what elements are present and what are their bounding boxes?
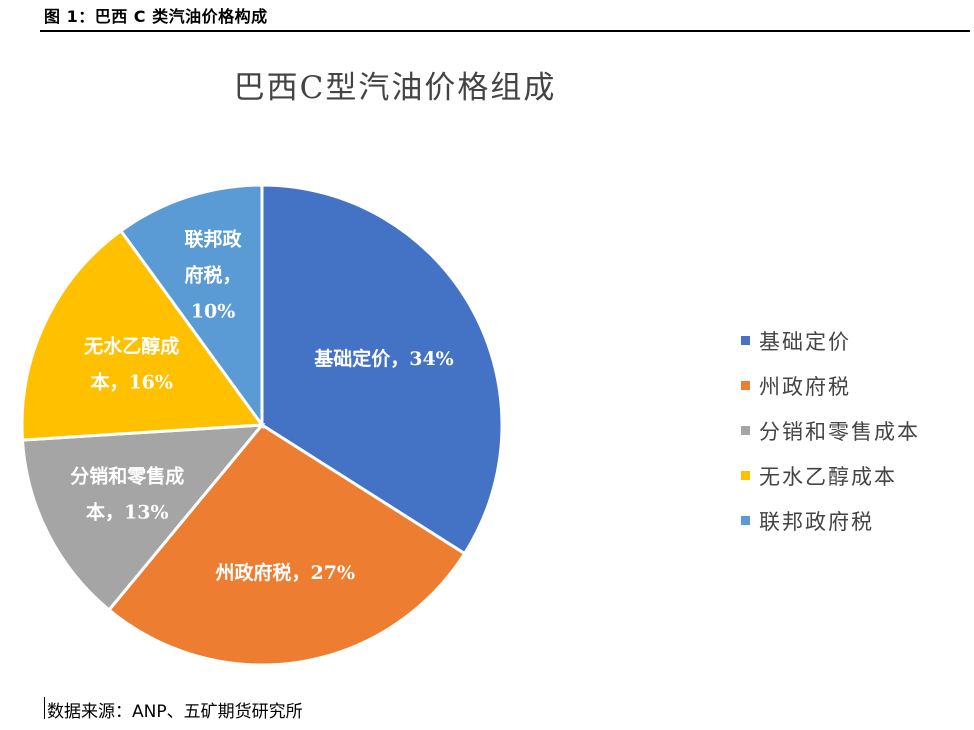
pie-slice-5 <box>118 183 264 430</box>
source-note: 数据来源：ANP、五矿期货研究所 <box>47 702 303 722</box>
legend-item: 无水乙醇成本 <box>741 453 920 498</box>
slice-label-2: 州政府税，27% <box>216 561 356 584</box>
legend-item: 联邦政府税 <box>741 498 920 543</box>
legend-label: 州政府税 <box>759 374 851 399</box>
legend-swatch <box>741 381 750 390</box>
chart-title: 巴西C型汽油价格组成 <box>233 70 557 106</box>
legend-label: 分销和零售成本 <box>759 419 920 444</box>
legend-label: 基础定价 <box>759 329 851 354</box>
slice-label-3: 分销和零售成本，13% <box>70 465 184 524</box>
pie-slice-2 <box>106 423 467 667</box>
header-rule <box>40 30 970 32</box>
slice-label-4: 无水乙醇成本，16% <box>84 335 179 394</box>
legend-label: 无水乙醇成本 <box>759 464 897 489</box>
legend-item: 分销和零售成本 <box>741 408 920 453</box>
legend-swatch <box>741 336 750 345</box>
legend-swatch <box>741 426 750 435</box>
source-marker <box>44 697 45 719</box>
legend-swatch <box>741 516 750 525</box>
legend: 基础定价州政府税分销和零售成本 无水乙醇成本 联邦政府税 <box>741 318 920 543</box>
pie-slice-4 <box>20 228 265 442</box>
pie-slice-3 <box>20 423 266 613</box>
figure-header: 图 1：巴西 C 类汽油价格构成 <box>44 7 268 26</box>
legend-item: 州政府税 <box>741 363 920 408</box>
slice-label-5: 联邦政府税， 10% <box>185 227 243 322</box>
legend-item: 基础定价 <box>741 318 920 363</box>
slice-label-1: 基础定价，34% <box>313 347 454 370</box>
legend-label: 联邦政府税 <box>759 509 874 534</box>
legend-swatch <box>741 471 750 480</box>
